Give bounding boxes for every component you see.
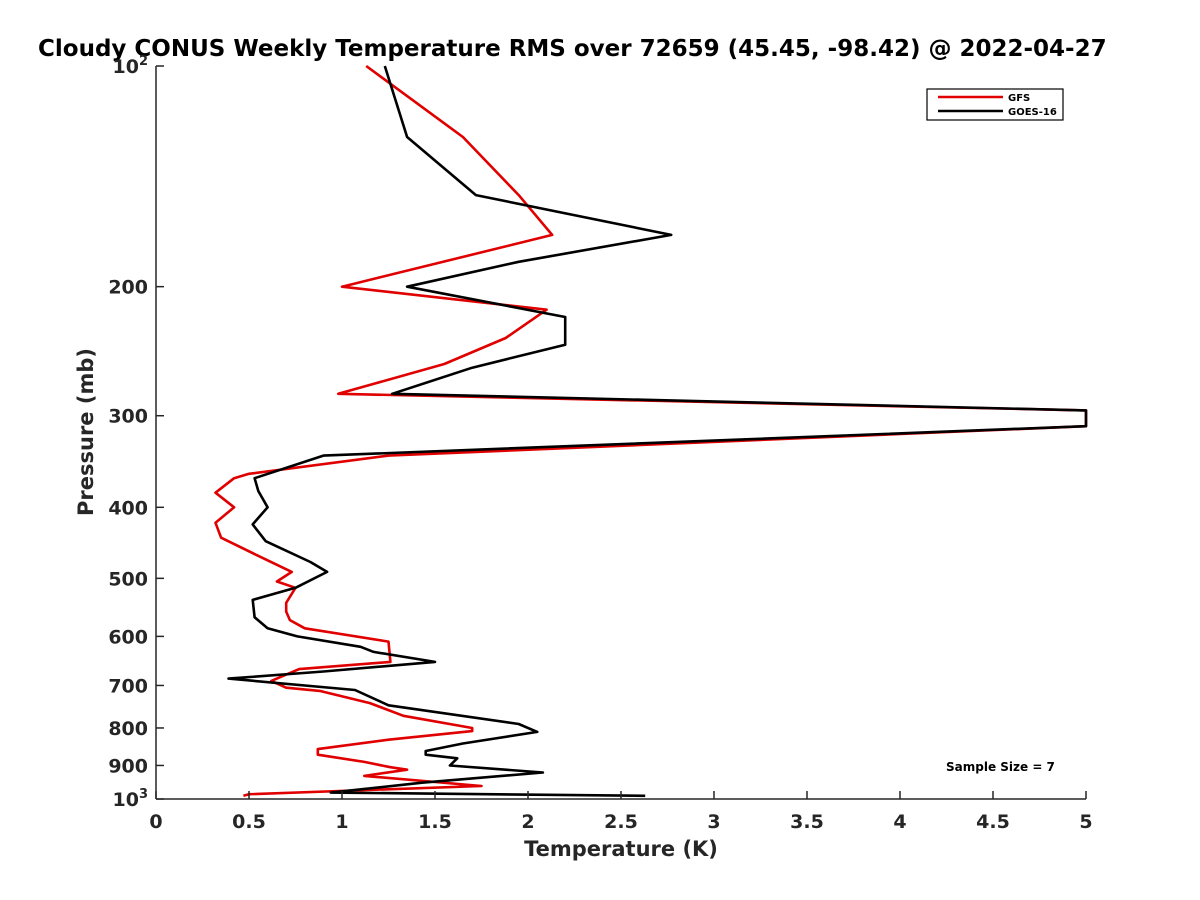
x-tick-label: 0: [149, 811, 162, 833]
y-axis-ticks: 102 200 300 400 500 600 700 800 900 103: [108, 54, 164, 811]
y-tick-label: 400: [108, 497, 148, 519]
x-tick-label: 2: [521, 811, 534, 833]
legend: GFS GOES-16: [926, 88, 1064, 121]
x-tick-label: 4.5: [976, 811, 1010, 833]
x-tick-label: 2.5: [604, 811, 638, 833]
legend-box: [926, 88, 1064, 121]
x-axis-label: Temperature (K): [524, 837, 718, 861]
x-tick-label: 5: [1079, 811, 1092, 833]
y-tick-label: 700: [108, 675, 148, 697]
y-tick-label: 900: [108, 755, 148, 777]
y-tick-label: 300: [108, 406, 148, 428]
x-tick-label: 0.5: [232, 811, 266, 833]
sample-size-annotation: Sample Size = 7: [946, 760, 1055, 774]
x-tick-label: 4: [893, 811, 906, 833]
y-tick-label: 500: [108, 568, 148, 590]
y-tick-label: 103: [113, 787, 149, 811]
x-tick-label: 1.5: [418, 811, 452, 833]
y-axis-label: Pressure (mb): [74, 348, 98, 516]
plot-area: [214, 64, 1088, 798]
y-tick-label: 200: [108, 277, 148, 299]
y-tick-label: 600: [108, 626, 148, 648]
y-tick-label: 800: [108, 718, 148, 740]
y-tick-label: 102: [113, 54, 149, 78]
x-tick-label: 3.5: [790, 811, 824, 833]
chart-title: Cloudy CONUS Weekly Temperature RMS over…: [38, 36, 1107, 62]
series-line-gfs: [214, 64, 1088, 798]
legend-label-goes16: GOES-16: [1008, 107, 1057, 118]
x-tick-label: 1: [335, 811, 348, 833]
x-tick-label: 3: [707, 811, 720, 833]
legend-label-gfs: GFS: [1008, 93, 1030, 104]
series-line-goes16: [227, 65, 1088, 798]
x-axis-ticks: 0 0.5 1 1.5 2 2.5 3 3.5 4 4.5 5: [149, 791, 1093, 833]
